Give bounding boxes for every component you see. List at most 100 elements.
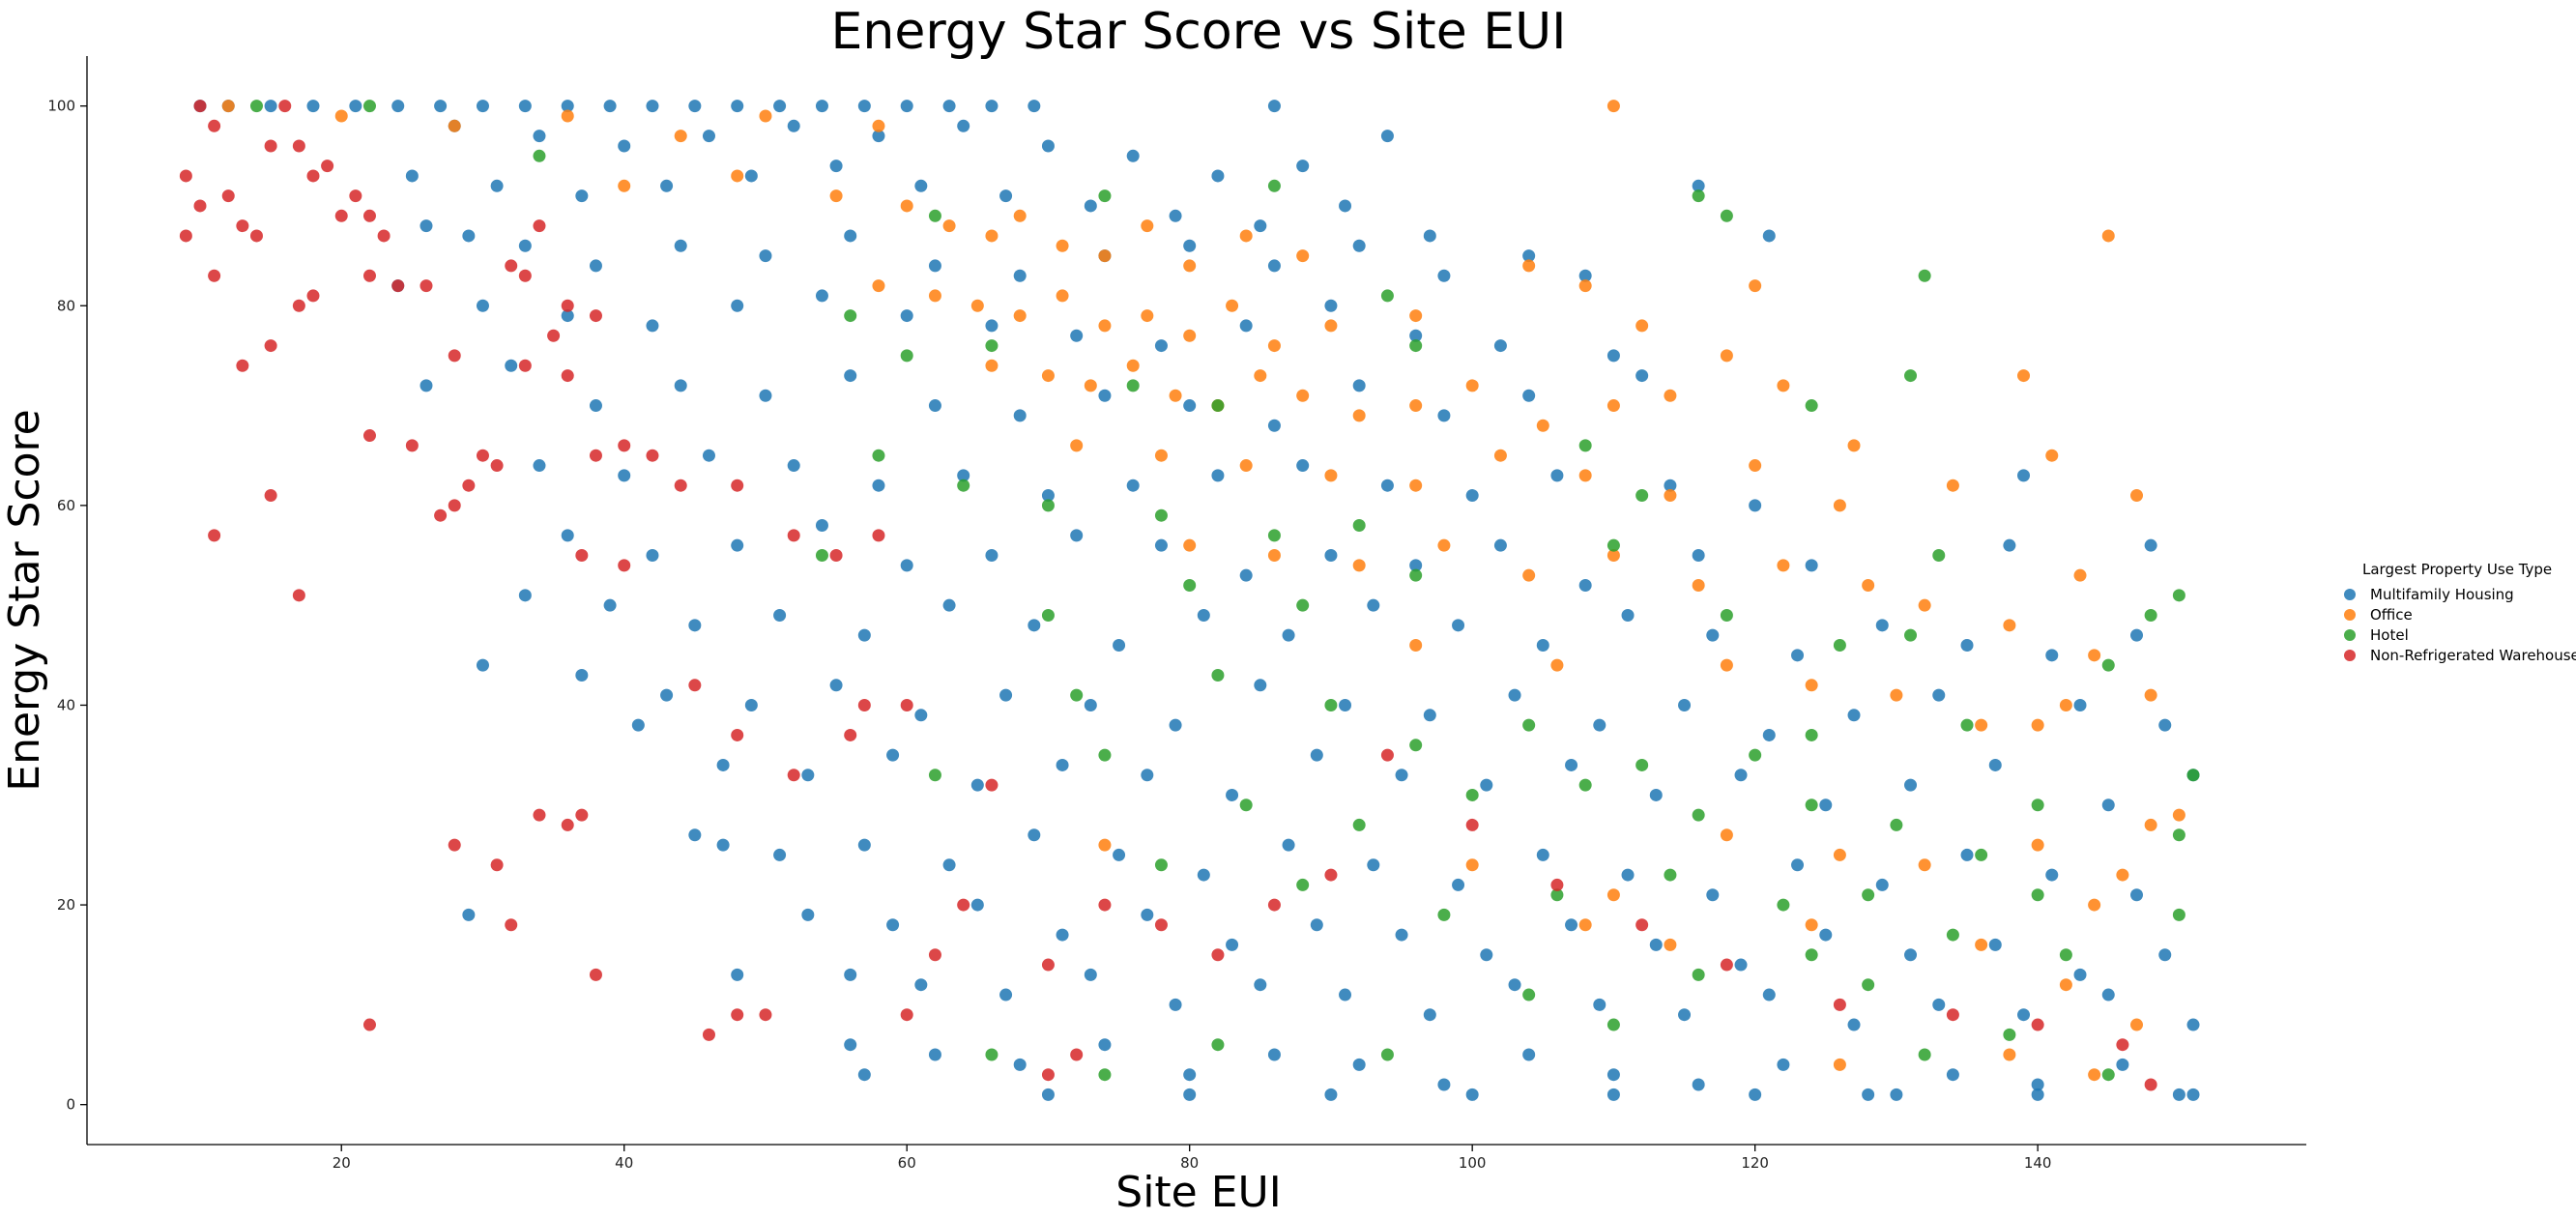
data-point (1409, 399, 1423, 413)
series-2 (249, 100, 2200, 1082)
data-point (1409, 638, 1423, 652)
data-point (1254, 679, 1267, 692)
data-point (773, 608, 787, 622)
data-point (900, 698, 913, 711)
data-point (1084, 968, 1097, 981)
data-point (1692, 579, 1705, 593)
x-ticks: 20 40 60 80 100 120 140 (333, 1145, 2051, 1172)
data-point (1296, 249, 1310, 263)
data-point (1324, 299, 1338, 312)
data-point (702, 449, 715, 462)
data-point (1975, 938, 1988, 951)
data-point (1664, 868, 1677, 882)
data-point (193, 100, 207, 113)
data-point (448, 838, 461, 852)
x-tick-label: 80 (1180, 1154, 1199, 1172)
data-point (1720, 608, 1733, 622)
data-point (1437, 409, 1451, 422)
data-point (1734, 958, 1748, 972)
data-point (1098, 838, 1112, 852)
data-point (2059, 698, 2072, 711)
data-point (801, 908, 815, 921)
chart-title: Energy Star Score vs Site EUI (831, 3, 1567, 61)
data-point (1211, 1038, 1225, 1052)
data-point (575, 668, 589, 682)
data-point (1169, 718, 1182, 732)
data-point (1041, 499, 1055, 512)
data-point (1211, 399, 1225, 413)
data-point (2045, 868, 2059, 882)
data-point (2017, 469, 2031, 482)
data-point (2003, 538, 2016, 552)
data-point (1635, 489, 1649, 503)
data-point (660, 688, 674, 702)
data-point (1904, 948, 1918, 962)
data-point (2031, 1018, 2044, 1031)
data-point (1141, 908, 1154, 921)
data-point (872, 449, 885, 462)
data-point (1028, 619, 1041, 632)
data-point (589, 968, 602, 981)
data-point (618, 439, 631, 452)
data-point (575, 189, 589, 203)
data-point (2073, 968, 2087, 981)
data-point (1254, 219, 1267, 233)
data-point (815, 519, 828, 533)
data-point (589, 399, 602, 413)
data-point (1578, 918, 1592, 932)
data-point (2101, 658, 2115, 672)
data-point (674, 239, 687, 252)
data-point (249, 100, 263, 113)
data-point (1113, 848, 1126, 861)
legend-label: Non-Refrigerated Warehouse (2370, 647, 2576, 664)
data-point (1141, 309, 1154, 323)
data-point (702, 130, 715, 143)
data-point (1098, 1068, 1112, 1082)
legend-label: Hotel (2370, 626, 2409, 644)
data-point (2031, 718, 2044, 732)
data-point (844, 968, 857, 981)
data-point (1664, 938, 1677, 951)
data-point (1380, 1048, 1394, 1061)
data-point (420, 279, 433, 293)
data-point (1452, 619, 1465, 632)
data-point (518, 359, 532, 372)
data-point (731, 1008, 744, 1022)
data-point (787, 459, 800, 473)
data-point (1395, 769, 1408, 782)
data-point (533, 219, 546, 233)
data-point (716, 838, 730, 852)
data-point (731, 728, 744, 741)
data-point (1875, 878, 1889, 891)
data-point (1352, 818, 1366, 831)
data-point (1267, 549, 1281, 563)
data-point (1437, 1078, 1451, 1091)
data-point (1296, 160, 1310, 173)
data-point (561, 109, 574, 123)
data-point (1267, 100, 1281, 113)
data-point (1070, 439, 1084, 452)
legend-items: Multifamily Housing Office Hotel Non-Refrig… (2344, 586, 2576, 664)
data-point (731, 100, 744, 113)
data-point (1833, 499, 1846, 512)
data-point (928, 259, 941, 273)
data-point (731, 169, 744, 183)
data-point (1367, 858, 1380, 872)
data-point (2172, 589, 2185, 602)
data-point (1777, 559, 1790, 572)
points-layer (179, 100, 2200, 1101)
data-point (533, 459, 546, 473)
data-point (1352, 409, 1366, 422)
data-point (1678, 698, 1692, 711)
data-point (1324, 469, 1338, 482)
data-point (533, 149, 546, 162)
data-point (844, 728, 857, 741)
data-point (1946, 1008, 1959, 1022)
data-point (1762, 728, 1776, 741)
data-point (518, 269, 532, 282)
data-point (1862, 1088, 1875, 1101)
data-point (1749, 459, 1762, 473)
data-point (1550, 469, 1564, 482)
data-point (2101, 1068, 2115, 1082)
